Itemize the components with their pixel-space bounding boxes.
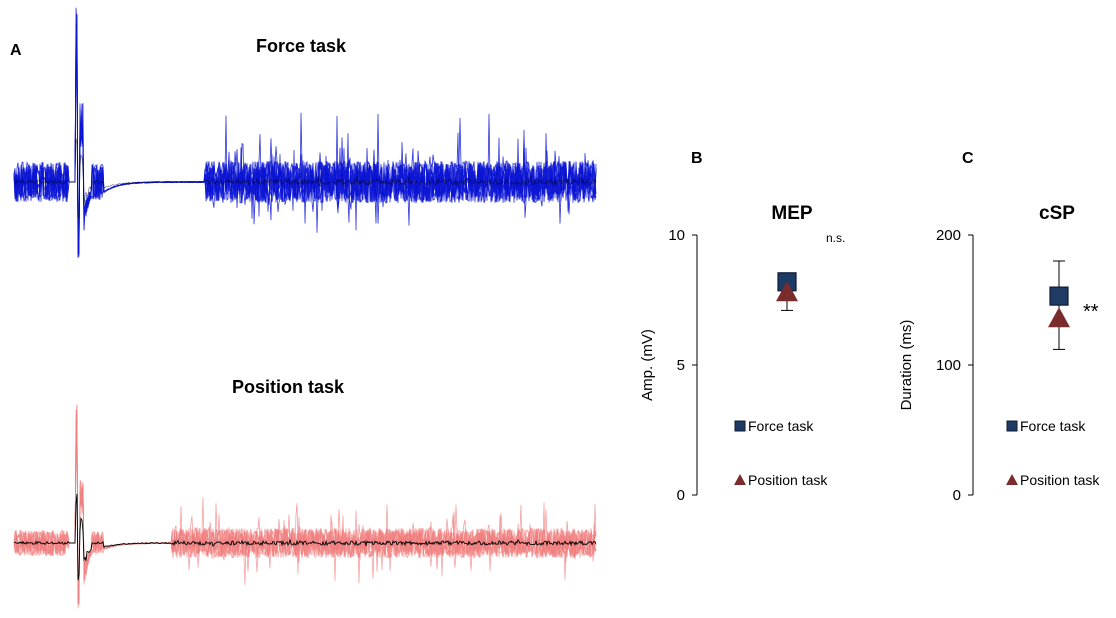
force-mean-trace [13, 138, 597, 219]
y-tick-label: 10 [668, 227, 685, 244]
y-tick-label: 100 [936, 357, 961, 374]
csp-chart: 0 100 200 [936, 227, 1070, 504]
legend-force-marker [734, 420, 746, 432]
position-trace-line [13, 404, 597, 593]
mep-legend-position-label: Position task [748, 472, 828, 488]
position-trace-line [13, 404, 597, 606]
position-trace-line [13, 409, 597, 604]
y-tick-label: 0 [677, 487, 685, 504]
mep-significance: n.s. [826, 231, 845, 245]
mep-legend-force-label: Force task [748, 418, 814, 434]
force-task-point [1049, 286, 1069, 306]
csp-legend-force-label: Force task [1020, 418, 1086, 434]
position-emg-traces [13, 404, 597, 609]
position-trace-line [13, 420, 597, 605]
y-tick-label: 5 [677, 357, 685, 374]
force-trace-title: Force task [256, 36, 347, 56]
y-tick-label: 0 [953, 487, 961, 504]
y-tick-label: 200 [936, 227, 961, 244]
legend-position-marker [1006, 474, 1018, 485]
csp-chart-title: cSP [1039, 203, 1075, 224]
position-trace-line [13, 441, 597, 601]
legend-force-marker [1006, 420, 1018, 432]
csp-y-axis-label: Duration (ms) [898, 320, 915, 411]
csp-legend-position-label: Position task [1020, 472, 1100, 488]
panel-a-letter: A [10, 42, 22, 59]
mep-y-axis-label: Amp. (mV) [639, 329, 656, 401]
position-task-point [776, 281, 798, 302]
position-task-point [1048, 307, 1070, 328]
mep-chart-title: MEP [771, 203, 813, 224]
force-emg-traces [13, 7, 597, 259]
position-trace-line [13, 444, 597, 609]
mep-chart: 0 5 10 [668, 227, 798, 504]
force-trace-line [13, 44, 597, 259]
position-mean-trace [14, 493, 597, 581]
csp-significance: ** [1083, 301, 1099, 323]
position-trace-line [13, 417, 597, 592]
force-trace-line [13, 47, 597, 255]
force-trace-line [13, 15, 597, 252]
position-trace-title: Position task [232, 377, 345, 397]
panel-b-letter: B [691, 150, 703, 167]
panel-c-letter: C [962, 150, 974, 167]
legend-position-marker [734, 474, 746, 485]
position-trace-line [13, 428, 597, 601]
